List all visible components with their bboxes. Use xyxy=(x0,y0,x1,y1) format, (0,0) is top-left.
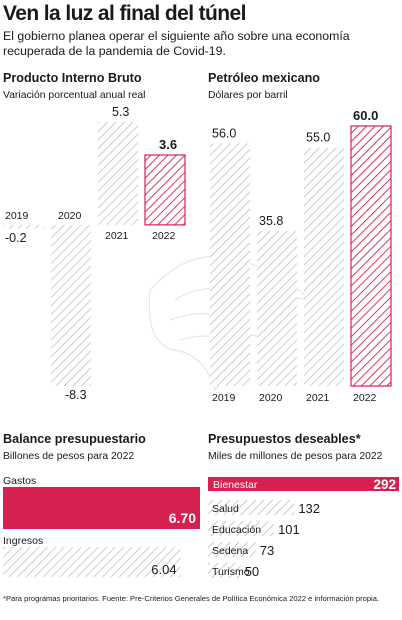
gdp-chart: -0.2 2019 -8.3 2020 5.3 2021 3.6 2022 xyxy=(4,105,186,402)
balance-category-label-Ingresos: Ingresos xyxy=(3,535,43,547)
gdp-chart-title: Producto Interno Bruto xyxy=(3,71,142,85)
gdp-value-label-2020: -8.3 xyxy=(65,388,87,402)
footnote: *Para programas prioritarios. Fuente: Pr… xyxy=(3,594,380,603)
budget-value-label-Turismo: 50 xyxy=(245,564,259,579)
gdp-year-label-2022: 2022 xyxy=(152,230,176,242)
oil-bar-2019 xyxy=(210,143,250,386)
gdp-year-label-2020: 2020 xyxy=(58,210,82,222)
budget-bar-Salud xyxy=(208,500,295,515)
oil-year-label-2019: 2019 xyxy=(212,392,236,404)
budget-bar-Sedena xyxy=(208,542,256,557)
gdp-chart-subtitle: Variación porcentual anual real xyxy=(3,90,146,101)
page-subtitle: El gobierno planea operar el siguiente a… xyxy=(3,29,350,58)
gdp-year-label-2021: 2021 xyxy=(105,230,129,242)
budgets-chart-subtitle: Miles de millones de pesos para 2022 xyxy=(208,451,383,462)
budget-category-label-Turismo: Turismo xyxy=(212,566,250,578)
oil-year-label-2022: 2022 xyxy=(353,392,377,404)
budget-category-label-Educación: Educación xyxy=(212,524,261,536)
balance-chart-title: Balance presupuestario xyxy=(3,432,146,446)
gdp-bar-2021 xyxy=(98,122,138,225)
oil-bar-2022 xyxy=(350,125,392,387)
oil-value-label-2020: 35.8 xyxy=(259,214,283,228)
gdp-year-label-2019: 2019 xyxy=(5,210,29,222)
balance-value-label-Ingresos: 6.04 xyxy=(151,562,176,577)
budget-category-label-Sedena: Sedena xyxy=(212,545,248,557)
oil-year-label-2020: 2020 xyxy=(259,392,283,404)
gdp-value-label-2021: 5.3 xyxy=(112,105,129,119)
balance-chart: Gastos 6.70 Ingresos 6.04 xyxy=(3,475,200,577)
oil-year-label-2021: 2021 xyxy=(306,392,330,404)
gdp-bar-2019 xyxy=(4,224,44,229)
gdp-value-label-2022: 3.6 xyxy=(159,137,177,152)
oil-value-label-2022: 60.0 xyxy=(353,108,378,123)
oil-chart: 56.0 2019 35.8 2020 55.0 2021 60.0 2022 xyxy=(210,108,392,404)
oil-chart-title: Petróleo mexicano xyxy=(208,71,320,85)
balance-bar-Ingresos xyxy=(3,547,181,577)
budget-value-label-Salud: 132 xyxy=(298,501,320,516)
budget-bar-Bienestar xyxy=(208,477,399,491)
budget-value-label-Bienestar: 292 xyxy=(373,477,396,492)
budget-bar-Turismo xyxy=(208,563,241,578)
oil-value-label-2021: 55.0 xyxy=(306,131,330,145)
balance-bar-Gastos xyxy=(3,487,200,529)
budget-category-label-Bienestar: Bienestar xyxy=(213,479,258,491)
gdp-value-label-2019: -0.2 xyxy=(5,231,27,245)
budget-category-label-Salud: Salud xyxy=(212,503,239,515)
budgets-chart: Bienestar 292 Salud 132 Educación 101 Sedena 73… xyxy=(208,477,399,579)
balance-chart-subtitle: Billones de pesos para 2022 xyxy=(3,451,135,462)
oil-bar-2020 xyxy=(257,230,297,386)
gdp-bar-2020 xyxy=(51,224,91,386)
balance-category-label-Gastos: Gastos xyxy=(3,475,36,487)
page-title: Ven la luz al final del túnel xyxy=(3,2,246,25)
budgets-chart-title: Presupuestos deseables* xyxy=(208,432,361,446)
oil-chart-subtitle: Dólares por barril xyxy=(208,90,288,101)
oil-bar-2021 xyxy=(304,147,344,386)
gdp-bar-2022 xyxy=(144,154,186,226)
budget-bar-Educación xyxy=(208,521,275,536)
oil-value-label-2019: 56.0 xyxy=(212,126,236,140)
budget-value-label-Sedena: 73 xyxy=(260,543,274,558)
budget-value-label-Educación: 101 xyxy=(278,522,300,537)
balance-value-label-Gastos: 6.70 xyxy=(169,510,196,526)
